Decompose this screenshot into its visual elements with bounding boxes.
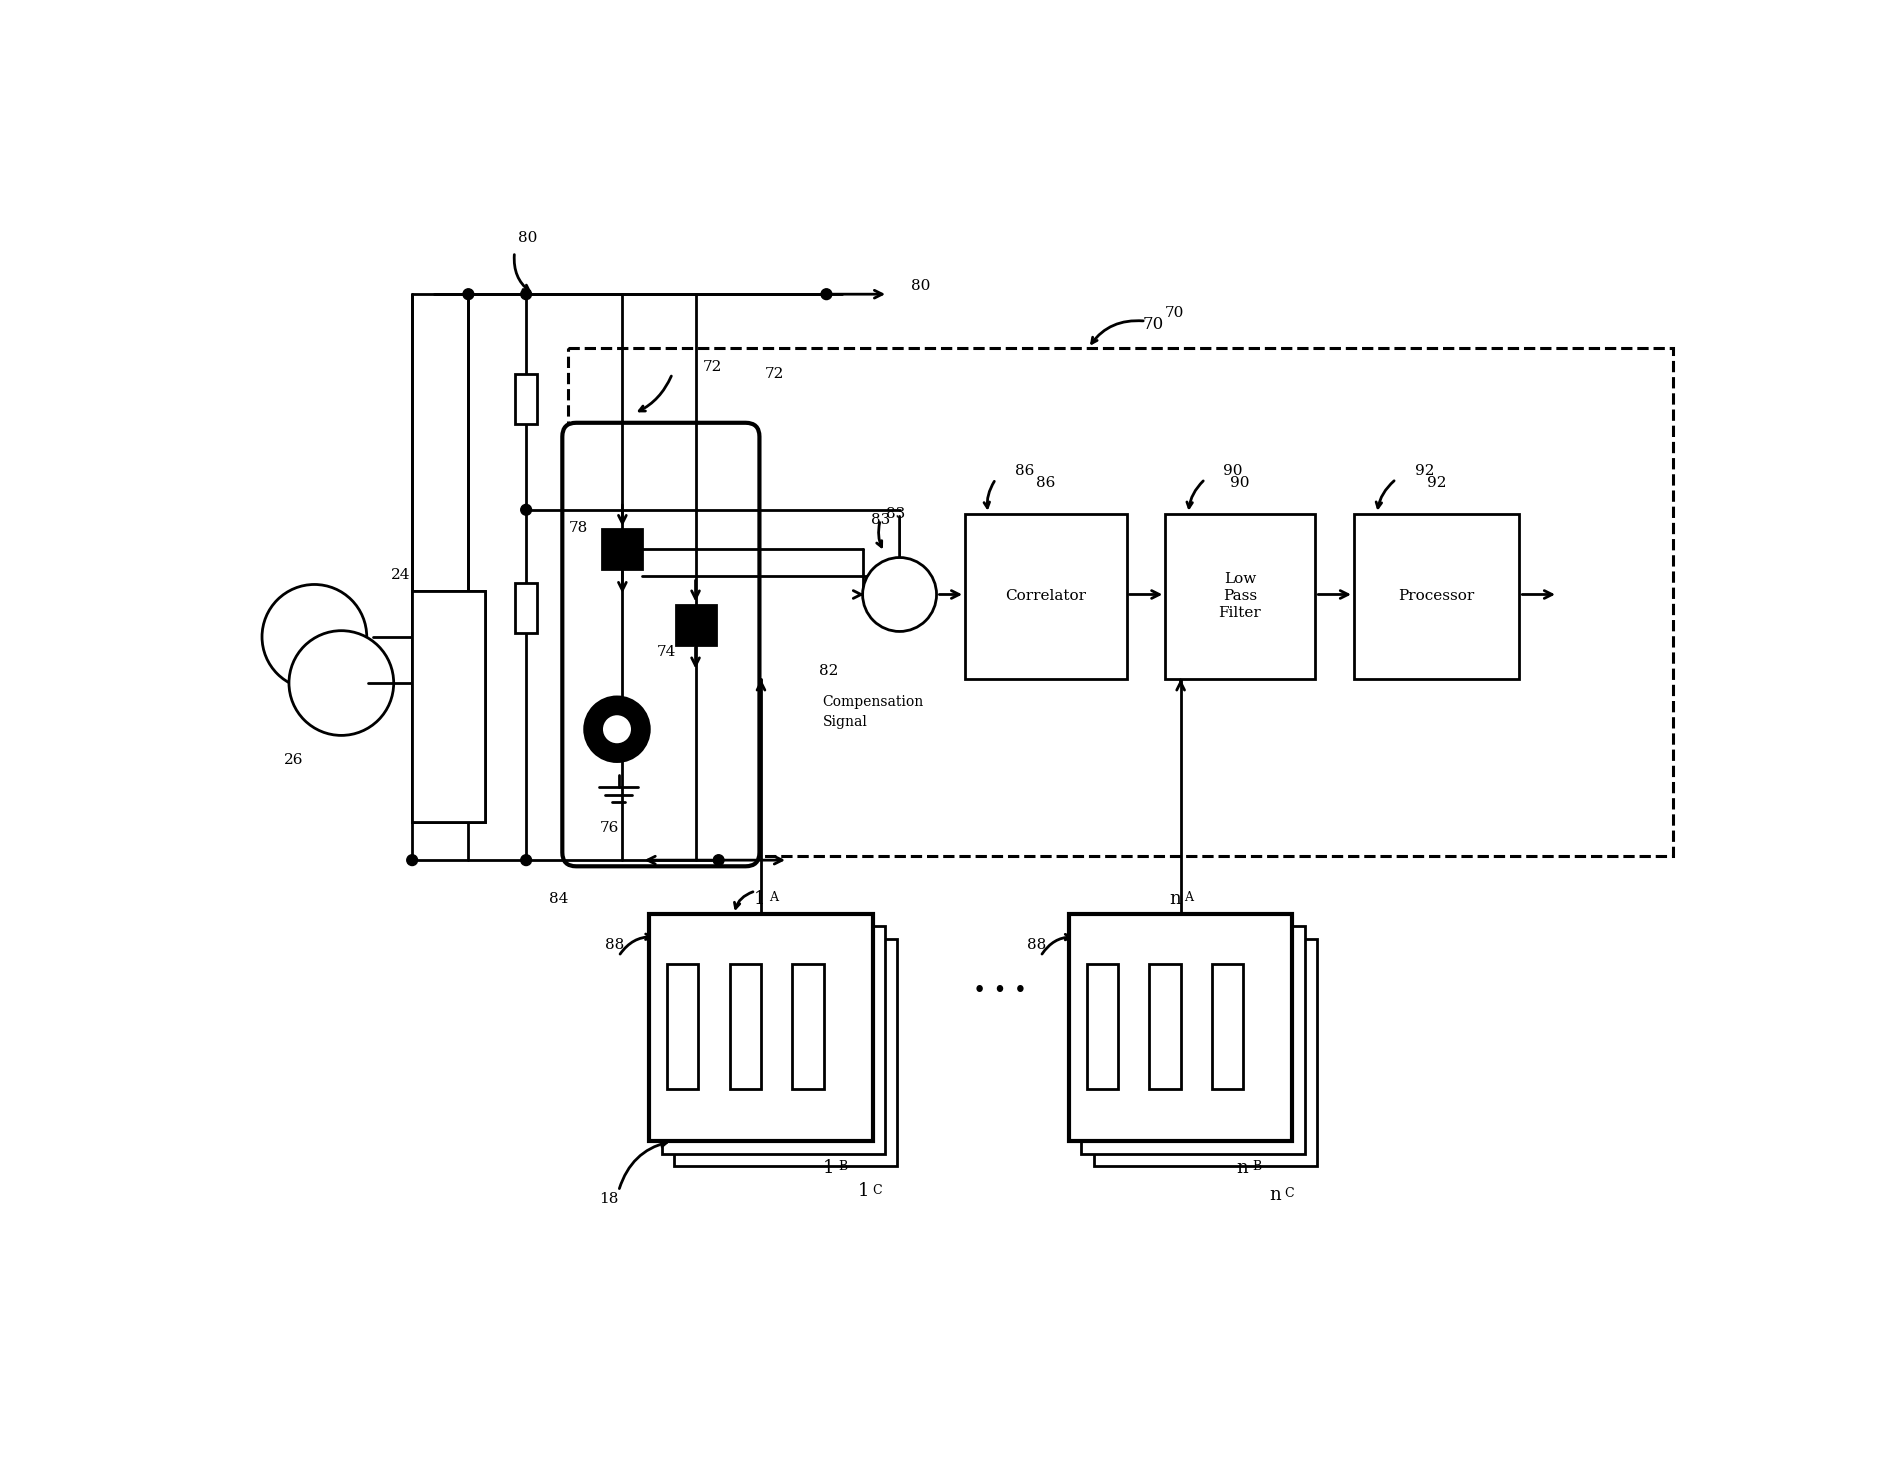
Circle shape [261,584,367,689]
Text: 1: 1 [753,890,764,908]
Bar [1082,927,1305,1154]
Bar [1165,514,1315,679]
Text: 80: 80 [912,280,931,293]
Text: 78: 78 [568,520,588,535]
Text: 18: 18 [600,1192,619,1206]
Circle shape [520,855,532,865]
Text: 70: 70 [1143,316,1164,334]
Text: 90: 90 [1222,465,1243,478]
Circle shape [821,288,832,300]
Text: 83: 83 [870,513,891,527]
Text: 72: 72 [764,367,783,380]
Text: C: C [1285,1187,1294,1201]
Text: 92: 92 [1415,465,1434,478]
Text: 1: 1 [823,1160,834,1177]
Text: 84: 84 [549,892,569,906]
Bar [568,348,1673,857]
Text: B: B [1253,1160,1262,1173]
Text: 83: 83 [887,507,906,520]
Circle shape [713,855,725,865]
Text: 74: 74 [657,645,675,659]
Circle shape [520,288,532,300]
Bar [674,938,897,1166]
Bar [1213,965,1243,1088]
Text: n: n [1237,1160,1249,1177]
Circle shape [520,504,532,516]
Text: 70: 70 [1165,306,1184,321]
Text: Signal: Signal [823,714,867,728]
Text: 82: 82 [819,664,838,679]
Text: B: B [838,1160,848,1173]
Text: 72: 72 [704,360,723,374]
Text: 76: 76 [600,820,619,835]
Text: Correlator: Correlator [1005,589,1086,603]
Circle shape [289,631,394,736]
Text: Processor: Processor [1398,589,1474,603]
Bar [412,590,486,822]
Bar [730,965,761,1088]
Bar [1148,965,1181,1088]
Text: +: + [880,578,895,596]
Text: 92: 92 [1427,476,1445,490]
Bar [668,965,698,1088]
Text: n: n [1270,1186,1281,1203]
Text: 80: 80 [518,232,537,245]
Text: 86: 86 [1016,465,1035,478]
Bar [412,590,486,822]
Text: A: A [768,890,778,903]
Text: A: A [1184,890,1194,903]
FancyBboxPatch shape [562,423,759,867]
Circle shape [585,696,649,762]
Bar [793,965,823,1088]
Bar [602,529,643,570]
Text: 26: 26 [284,753,303,766]
Circle shape [407,855,418,865]
Text: 86: 86 [1037,476,1056,490]
Text: • • •: • • • [972,981,1027,1002]
Bar [965,514,1128,679]
Circle shape [602,714,632,745]
Bar [649,914,872,1141]
Bar [1355,514,1519,679]
Text: −: − [899,596,916,615]
Bar [662,927,885,1154]
Text: 90: 90 [1230,476,1251,490]
Circle shape [464,288,473,300]
Bar [515,373,537,424]
Text: Compensation: Compensation [823,695,923,710]
Circle shape [863,558,937,631]
Text: 88: 88 [1027,938,1046,951]
Text: 24: 24 [392,568,411,583]
Text: C: C [872,1183,882,1196]
Text: 88: 88 [605,938,624,951]
Bar [1094,938,1317,1166]
Bar [675,605,715,644]
Text: Filter: Filter [1218,606,1262,621]
Text: 1: 1 [857,1182,868,1201]
Bar [515,583,537,632]
Bar [1086,965,1118,1088]
Text: n: n [1169,890,1181,908]
Text: Low: Low [1224,573,1256,586]
Text: Pass: Pass [1222,589,1256,603]
Bar [1069,914,1292,1141]
